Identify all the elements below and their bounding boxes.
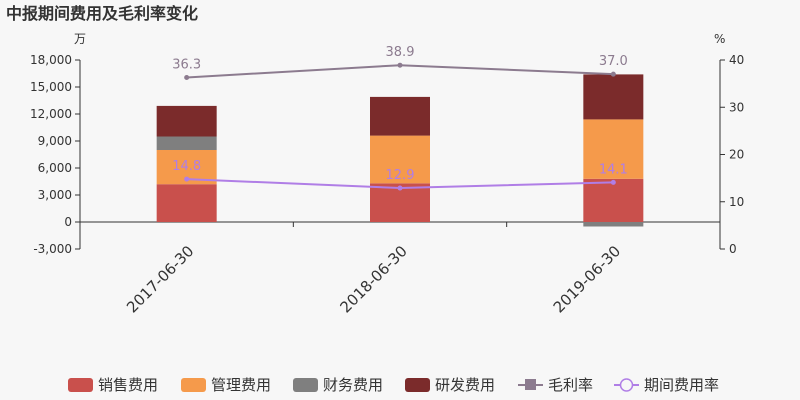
legend-label: 研发费用 [435,376,495,394]
line-point [610,179,616,185]
legend-label: 销售费用 [98,376,158,394]
x-tick-label: 2018-06-30 [336,242,410,316]
data-label: 38.9 [386,45,415,60]
left-axis-tick-label: 0 [64,215,72,229]
left-axis-tick-label: 9,000 [38,134,72,148]
line-point [184,176,190,182]
lines: 36.3 38.9 37.0 14.8 12.9 14.1 [172,45,628,191]
line-point [397,62,403,68]
data-label: 37.0 [599,54,628,69]
left-axis-tick-label: -3,000 [33,242,72,256]
bar [156,136,217,150]
left-axis-tick-label: 15,000 [30,80,72,94]
left-axis-tick-label: 12,000 [30,107,72,121]
bar [583,178,644,222]
data-label: 36.3 [172,57,201,72]
bar [583,119,644,179]
legend-swatch [405,378,430,392]
chart-title: 中报期间费用及毛利率变化 [6,4,198,23]
line-point [184,74,190,80]
bar [583,222,644,227]
line-point [397,185,403,191]
x-tick-label: 2017-06-30 [123,242,197,316]
legend: 销售费用 管理费用 财务费用 研发费用 毛利率 期间费用率 [68,376,719,394]
x-tick-label: 2019-06-30 [550,242,624,316]
left-axis-unit: 万 [74,32,86,46]
right-axis-tick-label: 10 [729,195,744,209]
right-axis-tick-label: 30 [729,100,744,114]
x-tick-labels: 2017-06-30 2018-06-30 2019-06-30 [123,242,624,316]
legend-swatch [293,378,318,392]
bar [370,96,430,136]
bar [583,74,644,120]
right-axis-tick-label: 40 [729,53,744,67]
legend-label: 期间费用率 [644,376,719,394]
legend-marker [619,378,634,392]
left-axis-tick-label: 6,000 [38,161,72,175]
left-axis-tick-label: 3,000 [38,188,72,202]
axes: -3,000 0 3,000 6,000 9,000 12,000 15,000 18,000… [30,53,744,256]
bar [156,105,217,137]
bar [156,184,217,222]
legend-marker [525,379,536,390]
data-label: 14.8 [172,159,201,174]
left-axis-tick-label: 18,000 [30,53,72,67]
bar [370,135,430,184]
legend-swatch [181,378,206,392]
data-label: 14.1 [599,162,628,177]
line-point [610,71,616,77]
right-axis-tick-label: 0 [729,242,737,256]
right-axis-unit: % [714,32,725,46]
right-axis-tick-label: 20 [729,148,744,162]
legend-swatch [68,378,93,392]
legend-label: 财务费用 [323,376,383,394]
legend-label: 毛利率 [548,376,593,394]
legend-label: 管理费用 [211,376,271,394]
data-label: 12.9 [386,168,415,183]
bars [156,74,644,227]
